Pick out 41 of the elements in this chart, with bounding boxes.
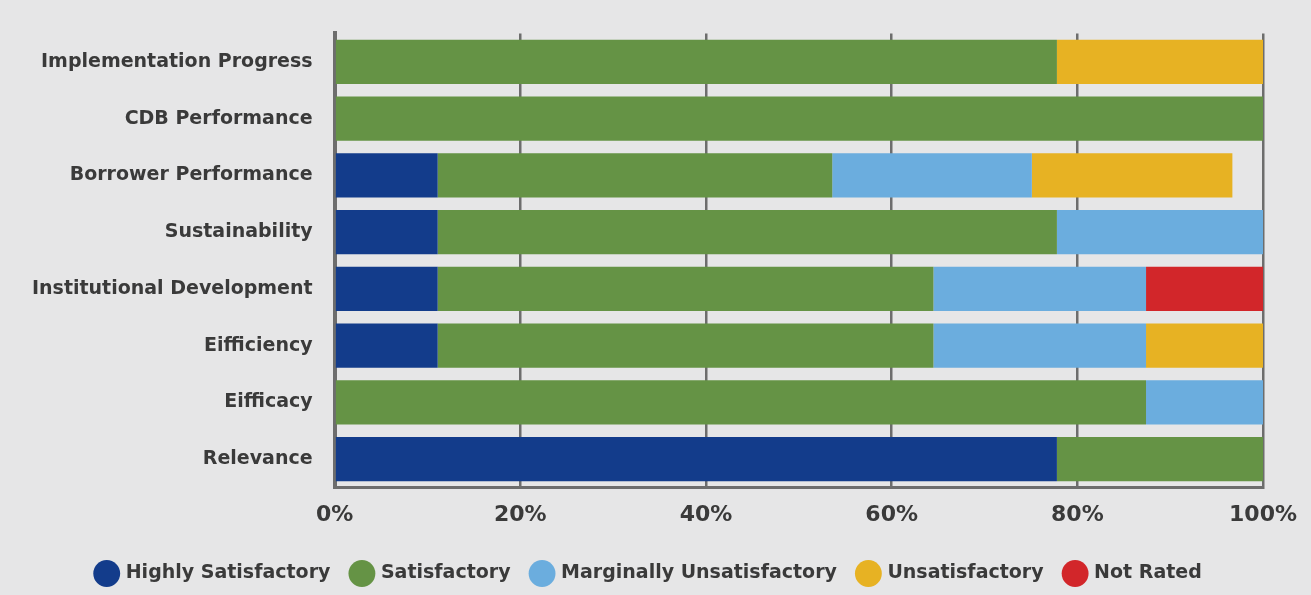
legend-label: Highly Satisfactory [125, 560, 332, 583]
bar [1056, 39, 1264, 84]
bar [335, 380, 1147, 425]
legend-label: Satisfactory [380, 560, 512, 583]
legend-label: Unsatisfactory [887, 560, 1045, 583]
bar [832, 153, 1032, 198]
y-tick-label: Eifficacy [224, 389, 314, 412]
y-tick-label: Institutional Development [32, 275, 313, 298]
bar [1056, 437, 1264, 482]
y-tick-label: Borrower Performance [69, 162, 313, 185]
legend-label: Marginally Unsatisfactory [561, 560, 838, 583]
bar [335, 266, 438, 312]
bar [335, 153, 438, 198]
bar [1146, 266, 1264, 312]
bar [335, 323, 438, 368]
bar [437, 266, 934, 312]
bar [933, 266, 1147, 312]
x-tick-label: 100% [1229, 500, 1297, 526]
x-tick-label: 20% [493, 500, 547, 526]
y-tick-label: Relevance [202, 446, 313, 469]
bar [437, 153, 833, 198]
y-tick-label: Implementation Progress [41, 48, 313, 71]
legend-label: Not Rated [1094, 560, 1202, 583]
x-tick-label: 40% [679, 500, 733, 526]
x-tick-label: 80% [1051, 500, 1104, 526]
y-tick-label: CDB Performance [124, 105, 313, 128]
bar [335, 437, 1057, 482]
x-tick-label: 0% [315, 500, 354, 526]
bar [437, 323, 934, 368]
bar [335, 209, 438, 255]
x-tick-label: 60% [865, 500, 918, 526]
y-tick-label: Eifficiency [204, 332, 314, 355]
bar [1056, 209, 1264, 255]
y-tick-label: Sustainability [164, 219, 314, 242]
bar [1146, 323, 1264, 368]
bar [1031, 153, 1233, 198]
bar [933, 323, 1147, 368]
bar [335, 96, 1264, 141]
bar [437, 209, 1057, 255]
bar [1146, 380, 1264, 425]
bar [335, 39, 1057, 84]
